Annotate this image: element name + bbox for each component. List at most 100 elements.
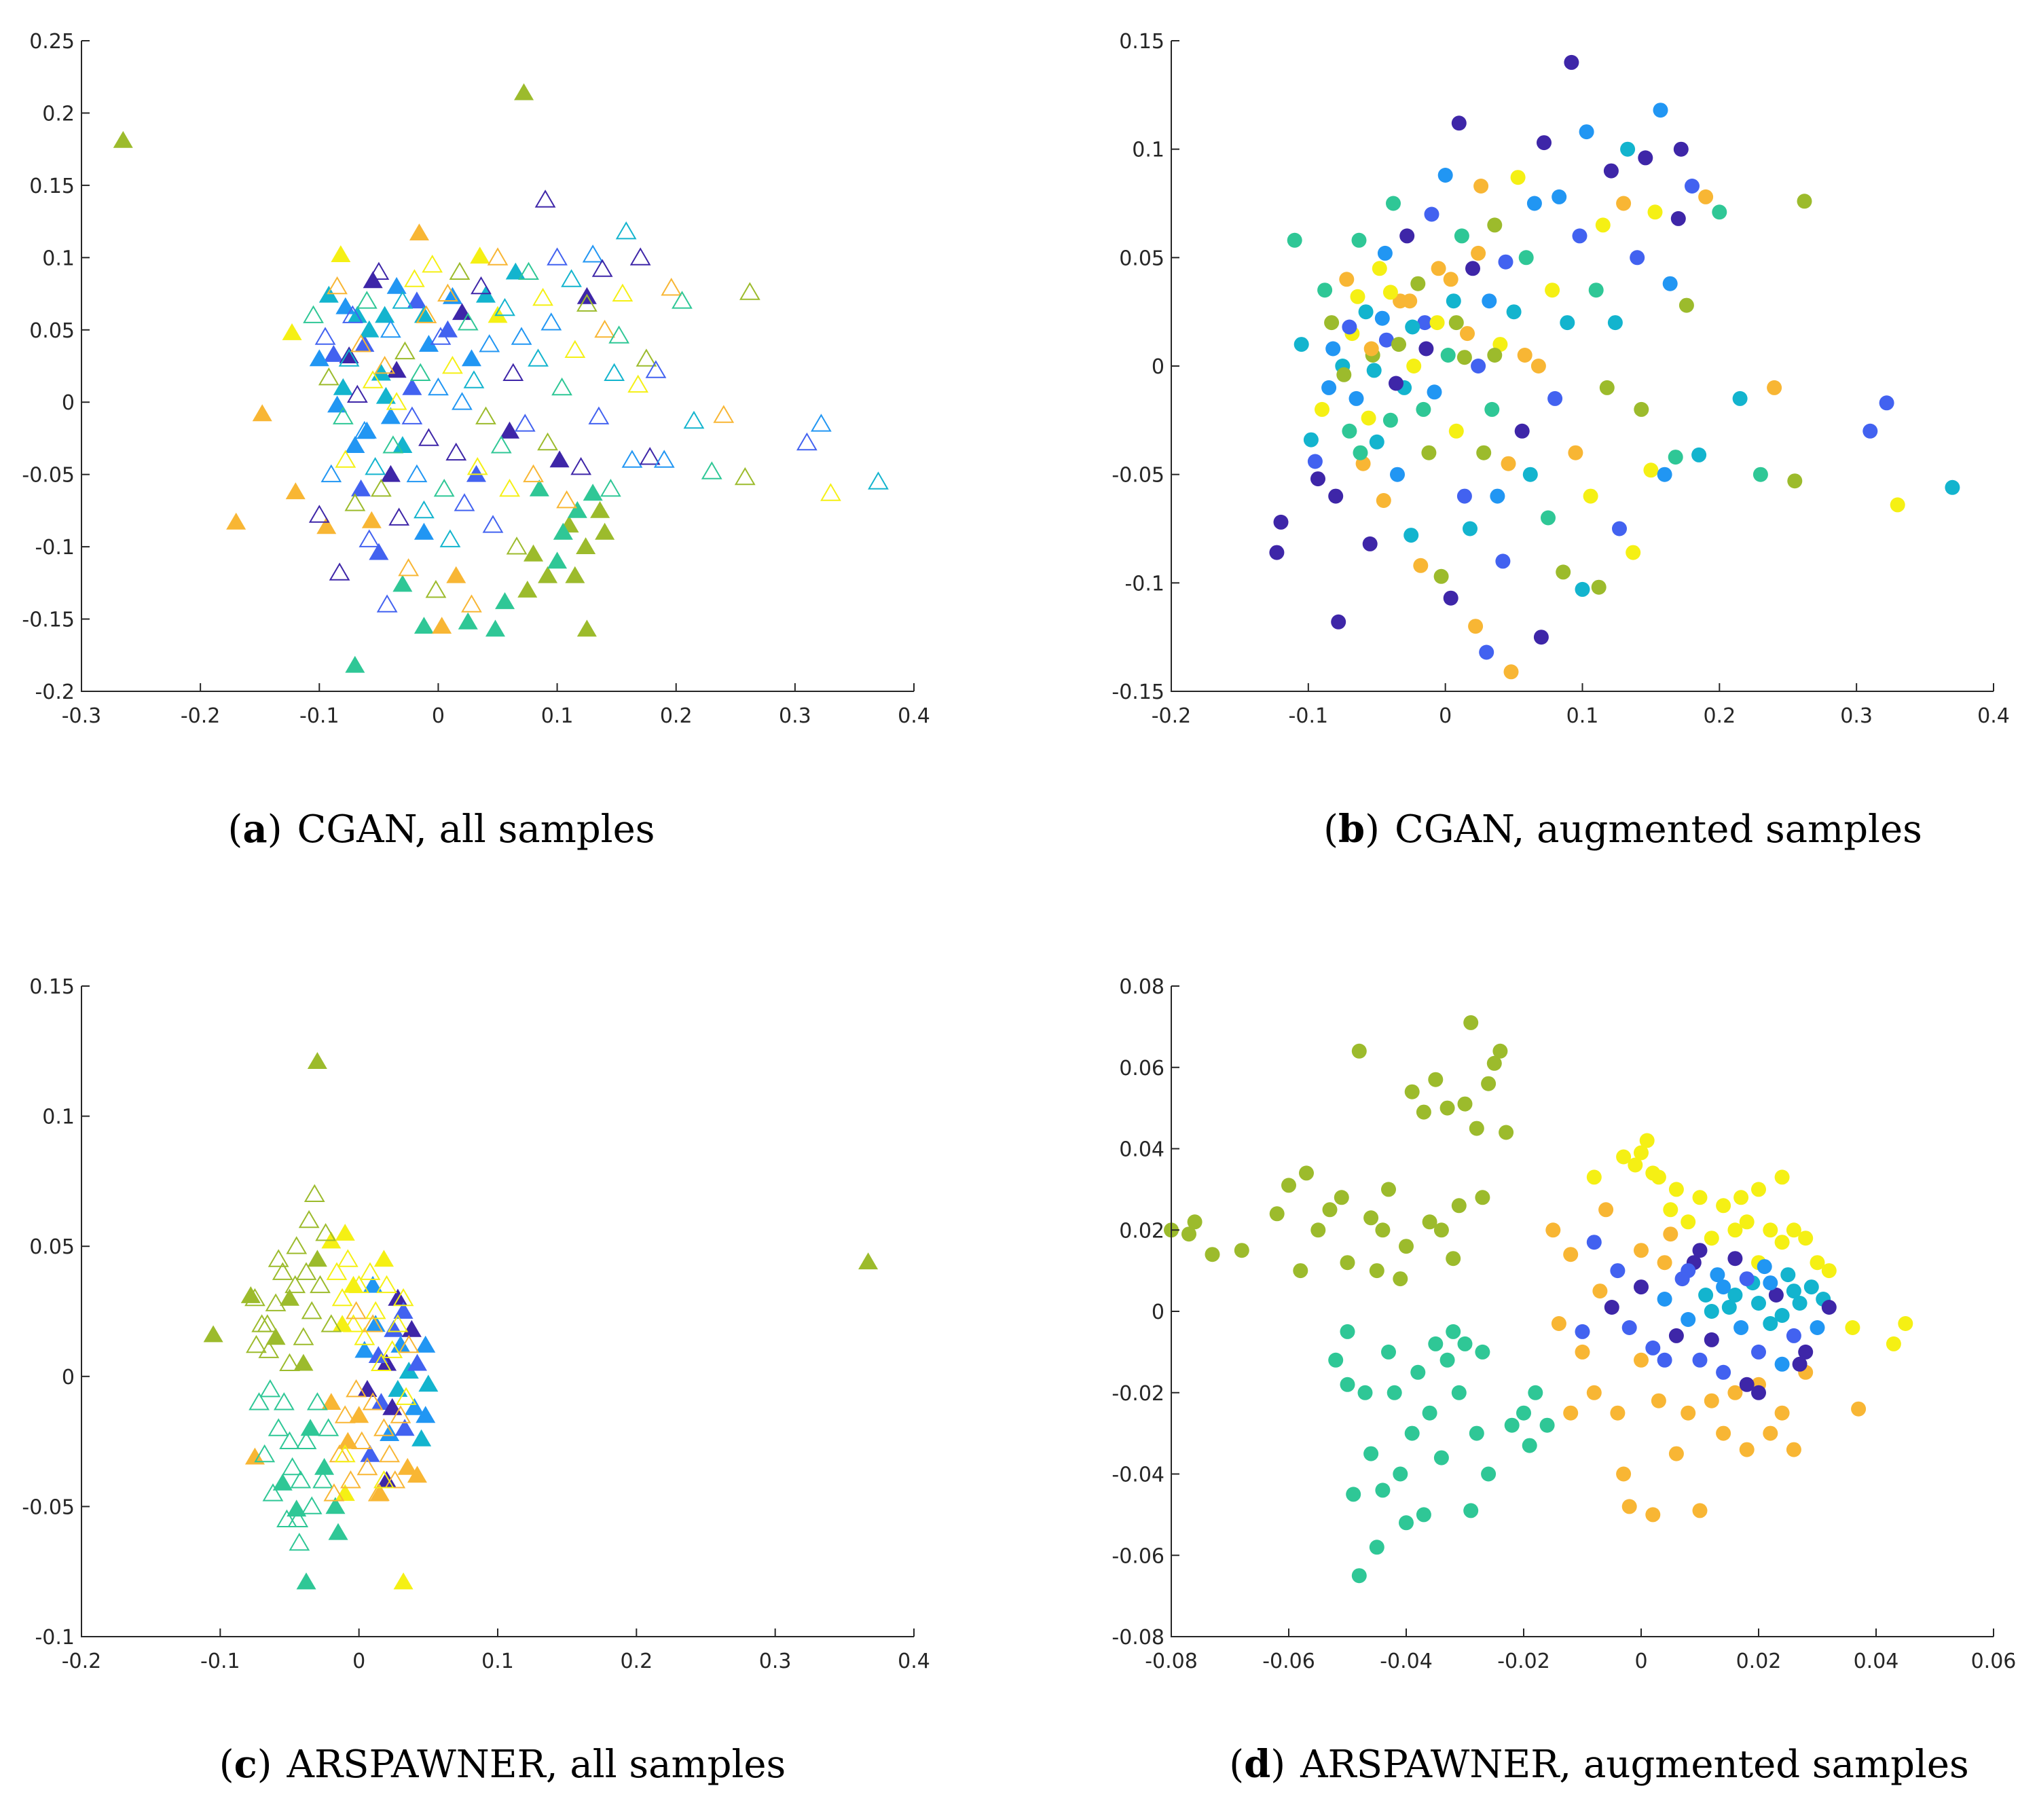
scatter-point bbox=[1898, 1316, 1913, 1331]
scatter-point bbox=[1433, 568, 1449, 584]
scatter-point bbox=[315, 1223, 337, 1241]
scatter-point bbox=[1792, 1296, 1807, 1311]
scatter-point bbox=[471, 276, 492, 295]
x-tick-label: -0.2 bbox=[1152, 704, 1192, 728]
scatter-point bbox=[1514, 423, 1530, 439]
scatter-point bbox=[272, 1262, 293, 1280]
scatter-point bbox=[1389, 376, 1403, 391]
caption-d: (d) ARSPAWNER, augmented samples bbox=[1229, 1742, 1969, 1787]
scatter-point bbox=[370, 479, 392, 497]
scatter-point bbox=[1475, 1344, 1490, 1360]
scatter-point bbox=[1342, 423, 1357, 439]
scatter-point bbox=[340, 1470, 361, 1489]
scatter-point bbox=[1586, 1235, 1602, 1250]
scatter-point bbox=[1351, 1568, 1367, 1584]
scatter-point bbox=[1399, 1515, 1414, 1531]
y-tick-label: 0.15 bbox=[1119, 30, 1164, 54]
scatter-point bbox=[321, 1393, 342, 1410]
scatter-point bbox=[594, 319, 616, 338]
scatter-point bbox=[1465, 261, 1480, 276]
scatter-point bbox=[252, 404, 272, 422]
scatter-point bbox=[576, 293, 598, 312]
scatter-point bbox=[1361, 410, 1376, 426]
scatter-point bbox=[1269, 545, 1285, 560]
scatter-point bbox=[386, 392, 407, 410]
scatter-point bbox=[1651, 1393, 1666, 1408]
x-tick-label: 0 bbox=[1439, 704, 1452, 728]
scatter-point bbox=[346, 1301, 367, 1320]
y-tick-label: 0.25 bbox=[29, 30, 75, 54]
x-tick-label: 0.4 bbox=[898, 1650, 930, 1673]
scatter-point bbox=[393, 1302, 414, 1319]
scatter-point bbox=[1317, 283, 1333, 298]
scatter-point bbox=[1751, 1182, 1766, 1197]
scatter-point bbox=[380, 407, 401, 424]
scatter-point bbox=[388, 1380, 408, 1397]
scatter-point bbox=[374, 356, 396, 374]
scatter-point bbox=[327, 276, 348, 295]
scatter-point bbox=[282, 1457, 303, 1476]
scatter-point bbox=[388, 507, 410, 526]
scatter-point bbox=[713, 405, 735, 423]
scatter-point bbox=[1406, 359, 1422, 374]
scatter-point bbox=[672, 291, 693, 309]
scatter-point bbox=[1595, 217, 1611, 233]
y-tick-label: -0.2 bbox=[35, 680, 75, 704]
x-tick-label: 0 bbox=[432, 704, 445, 728]
scatter-point bbox=[1763, 1222, 1778, 1238]
scatter-point bbox=[1325, 341, 1341, 357]
scatter-point bbox=[446, 566, 466, 583]
scatter-point bbox=[327, 395, 348, 413]
scatter-point bbox=[370, 1353, 392, 1371]
axes-a: -0.3 -0.2 -0.1 0 0.1 0.2 0.3 0.4-0.2-0.15-0.1-0… bbox=[22, 30, 930, 728]
scatter-point bbox=[338, 348, 360, 367]
scatter-point bbox=[401, 406, 423, 424]
scatter-point bbox=[1579, 124, 1594, 140]
scatter-point bbox=[404, 269, 425, 287]
scatter-point bbox=[564, 340, 586, 358]
scatter-point bbox=[1469, 1121, 1484, 1136]
scatter-point bbox=[452, 392, 473, 410]
scatter-point bbox=[1851, 1401, 1867, 1417]
y-tick-label: 0.1 bbox=[42, 247, 75, 270]
scatter-marks-b bbox=[1269, 54, 1960, 680]
scatter-point bbox=[636, 348, 657, 367]
scatter-point bbox=[1612, 521, 1627, 536]
caption-c: (c) ARSPAWNER, all samples bbox=[219, 1742, 786, 1787]
scatter-point bbox=[1862, 423, 1878, 439]
scatter-point bbox=[394, 1419, 415, 1436]
scatter-point bbox=[331, 1288, 353, 1307]
scatter-point bbox=[1645, 1165, 1661, 1181]
scatter-point bbox=[1446, 1251, 1461, 1267]
scatter-point bbox=[582, 244, 604, 263]
scatter-point bbox=[1187, 1214, 1203, 1230]
scatter-point bbox=[1733, 1320, 1749, 1335]
scatter-point bbox=[1431, 261, 1446, 276]
scatter-point bbox=[518, 261, 539, 280]
scatter-point bbox=[307, 1052, 327, 1069]
scatter-point bbox=[1798, 1344, 1814, 1360]
scatter-point bbox=[661, 278, 682, 296]
scatter-point bbox=[595, 522, 615, 540]
scatter-point bbox=[354, 1341, 375, 1358]
scatter-point bbox=[551, 377, 572, 396]
scatter-point bbox=[375, 306, 395, 323]
scatter-point bbox=[1522, 1438, 1537, 1453]
scatter-point bbox=[538, 566, 558, 583]
scatter-point bbox=[380, 465, 401, 482]
scatter-point bbox=[285, 1275, 306, 1294]
scatter-point bbox=[1422, 1214, 1437, 1230]
scatter-point bbox=[1413, 558, 1429, 573]
scatter-point bbox=[356, 1457, 378, 1476]
scatter-point bbox=[1481, 1076, 1497, 1091]
scatter-point bbox=[1374, 310, 1390, 326]
y-tick-label: -0.1 bbox=[35, 536, 75, 560]
scatter-point bbox=[1685, 179, 1700, 194]
scatter-point bbox=[1727, 1222, 1743, 1238]
scatter-point bbox=[376, 1275, 397, 1294]
scatter-point bbox=[406, 464, 428, 483]
scatter-point bbox=[567, 500, 587, 518]
scatter-point bbox=[1786, 1328, 1801, 1343]
scatter-point bbox=[1287, 232, 1302, 248]
scatter-point bbox=[1482, 293, 1497, 309]
